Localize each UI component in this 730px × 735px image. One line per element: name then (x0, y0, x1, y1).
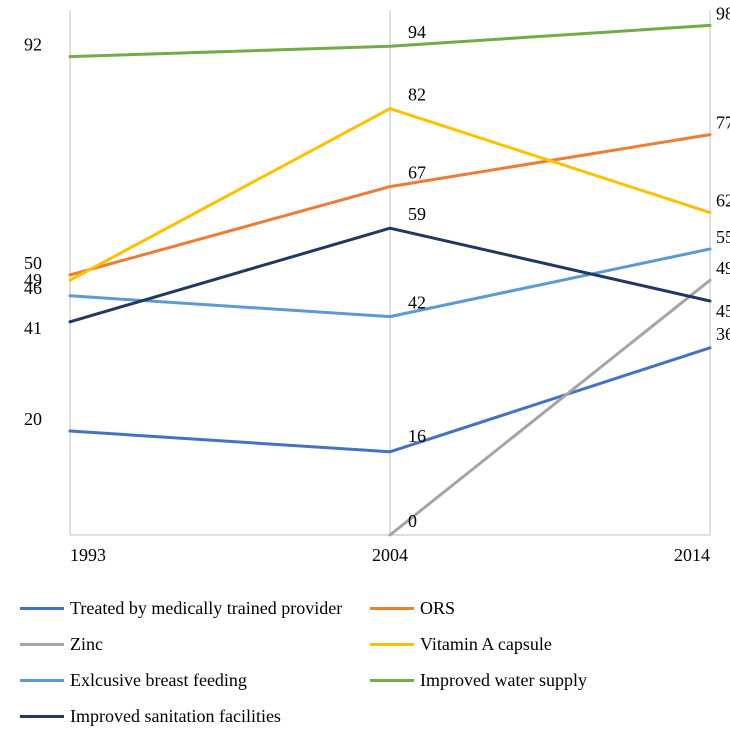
legend-swatch (20, 679, 64, 682)
data-label: 67 (408, 163, 426, 183)
data-label: 62 (716, 191, 730, 211)
legend-swatch (20, 715, 64, 718)
legend-swatch (370, 643, 414, 646)
legend-label: ORS (420, 598, 455, 619)
data-label: 49 (716, 258, 730, 278)
legend-label: Improved water supply (420, 670, 587, 691)
legend-label: Exlcusive breast feeding (70, 670, 247, 691)
legend-item: Improved water supply (370, 662, 720, 698)
legend-item: Improved sanitation facilities (20, 698, 370, 734)
data-label: 98 (716, 3, 730, 23)
legend-item: Vitamin A capsule (370, 626, 720, 662)
data-label: 42 (408, 293, 426, 313)
legend-label: Treated by medically trained provider (70, 598, 342, 619)
line-chart: 1993200420142016365067770494982624642559… (0, 0, 730, 735)
data-label: 77 (716, 113, 730, 133)
data-label: 45 (716, 301, 730, 321)
legend-label: Zinc (70, 634, 103, 655)
legend-item: Exlcusive breast feeding (20, 662, 370, 698)
data-label: 20 (24, 409, 42, 429)
data-label: 59 (408, 204, 426, 224)
data-label: 82 (408, 85, 426, 105)
data-label: 92 (24, 35, 42, 55)
series-line (390, 280, 710, 535)
legend-label: Vitamin A capsule (420, 634, 552, 655)
data-label: 46 (24, 278, 42, 298)
legend-swatch (370, 679, 414, 682)
data-label: 41 (24, 318, 42, 338)
legend-item: Treated by medically trained provider (20, 590, 370, 626)
data-label: 36 (716, 324, 730, 344)
legend-swatch (20, 607, 64, 610)
x-tick-label: 2014 (674, 545, 710, 565)
data-label: 55 (716, 227, 730, 247)
legend-swatch (20, 643, 64, 646)
legend-swatch (370, 607, 414, 610)
data-label: 0 (408, 511, 417, 531)
data-label: 94 (408, 22, 426, 42)
x-tick-label: 2004 (372, 545, 408, 565)
legend-label: Improved sanitation facilities (70, 706, 281, 727)
data-label: 16 (408, 426, 426, 446)
x-tick-label: 1993 (70, 545, 106, 565)
chart-legend: Treated by medically trained provider ORS… (20, 590, 720, 734)
legend-item: Zinc (20, 626, 370, 662)
legend-item: ORS (370, 590, 720, 626)
